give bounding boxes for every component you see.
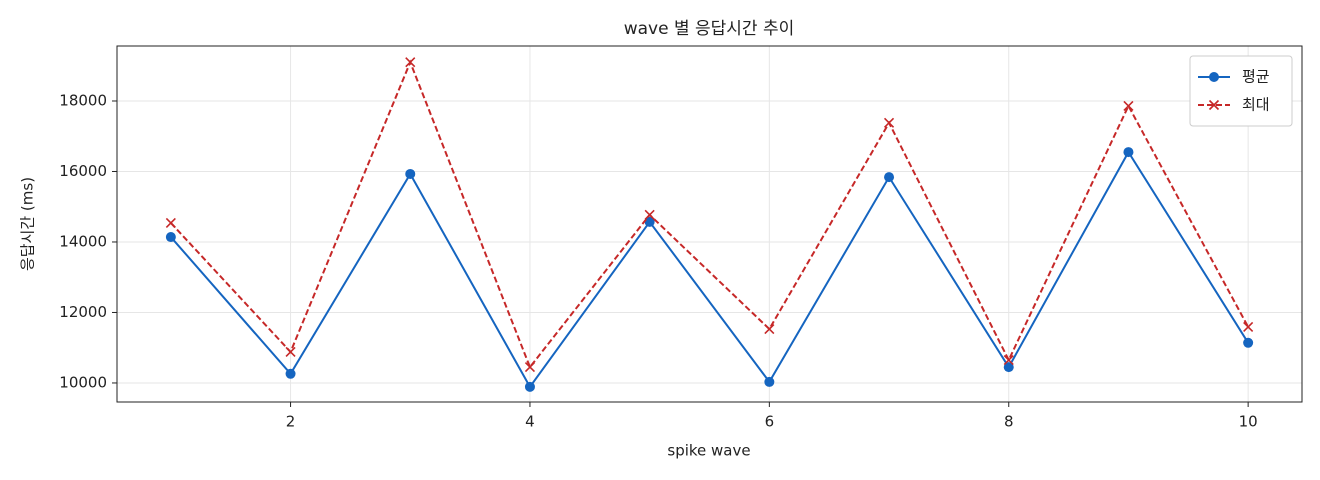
legend-frame (1189, 55, 1293, 127)
y-axis-label: 응답시간 (ms) (19, 177, 37, 271)
marker (883, 117, 895, 128)
marker (165, 217, 176, 229)
marker (1123, 100, 1134, 111)
y-tick-label: 10000 (59, 373, 107, 391)
marker (764, 376, 775, 387)
series-line (170, 59, 1250, 370)
series-line (170, 150, 1249, 389)
y-tick-label: 16000 (59, 162, 107, 180)
plot-frame (116, 45, 1303, 403)
marker (644, 216, 655, 227)
marker (1123, 147, 1134, 158)
x-tick-label: 2 (286, 413, 296, 431)
x-tick-label: 6 (765, 413, 775, 431)
legend-label: 평균 (1242, 68, 1270, 86)
marker (1208, 99, 1220, 111)
x-tick-label: 10 (1239, 413, 1258, 431)
legend-label: 최대 (1242, 96, 1270, 114)
marker (884, 172, 895, 183)
marker (1243, 321, 1254, 332)
chart-title: wave 별 응답시간 추이 (624, 19, 795, 39)
marker (764, 323, 775, 335)
marker (524, 362, 536, 373)
marker (285, 368, 296, 379)
y-tick-label: 14000 (59, 232, 107, 250)
marker (1243, 337, 1254, 348)
marker (405, 168, 416, 179)
marker (644, 209, 655, 220)
y-tick-label: 18000 (59, 91, 107, 109)
marker (405, 57, 416, 68)
x-tick-label: 4 (525, 413, 535, 431)
marker (1003, 362, 1014, 373)
marker (1209, 72, 1219, 82)
x-axis-label: spike wave (667, 442, 750, 460)
marker (524, 381, 535, 392)
marker (165, 232, 176, 243)
x-tick-label: 8 (1004, 413, 1014, 431)
y-tick-label: 12000 (59, 303, 107, 321)
marker (1003, 354, 1014, 366)
marker (285, 346, 296, 358)
